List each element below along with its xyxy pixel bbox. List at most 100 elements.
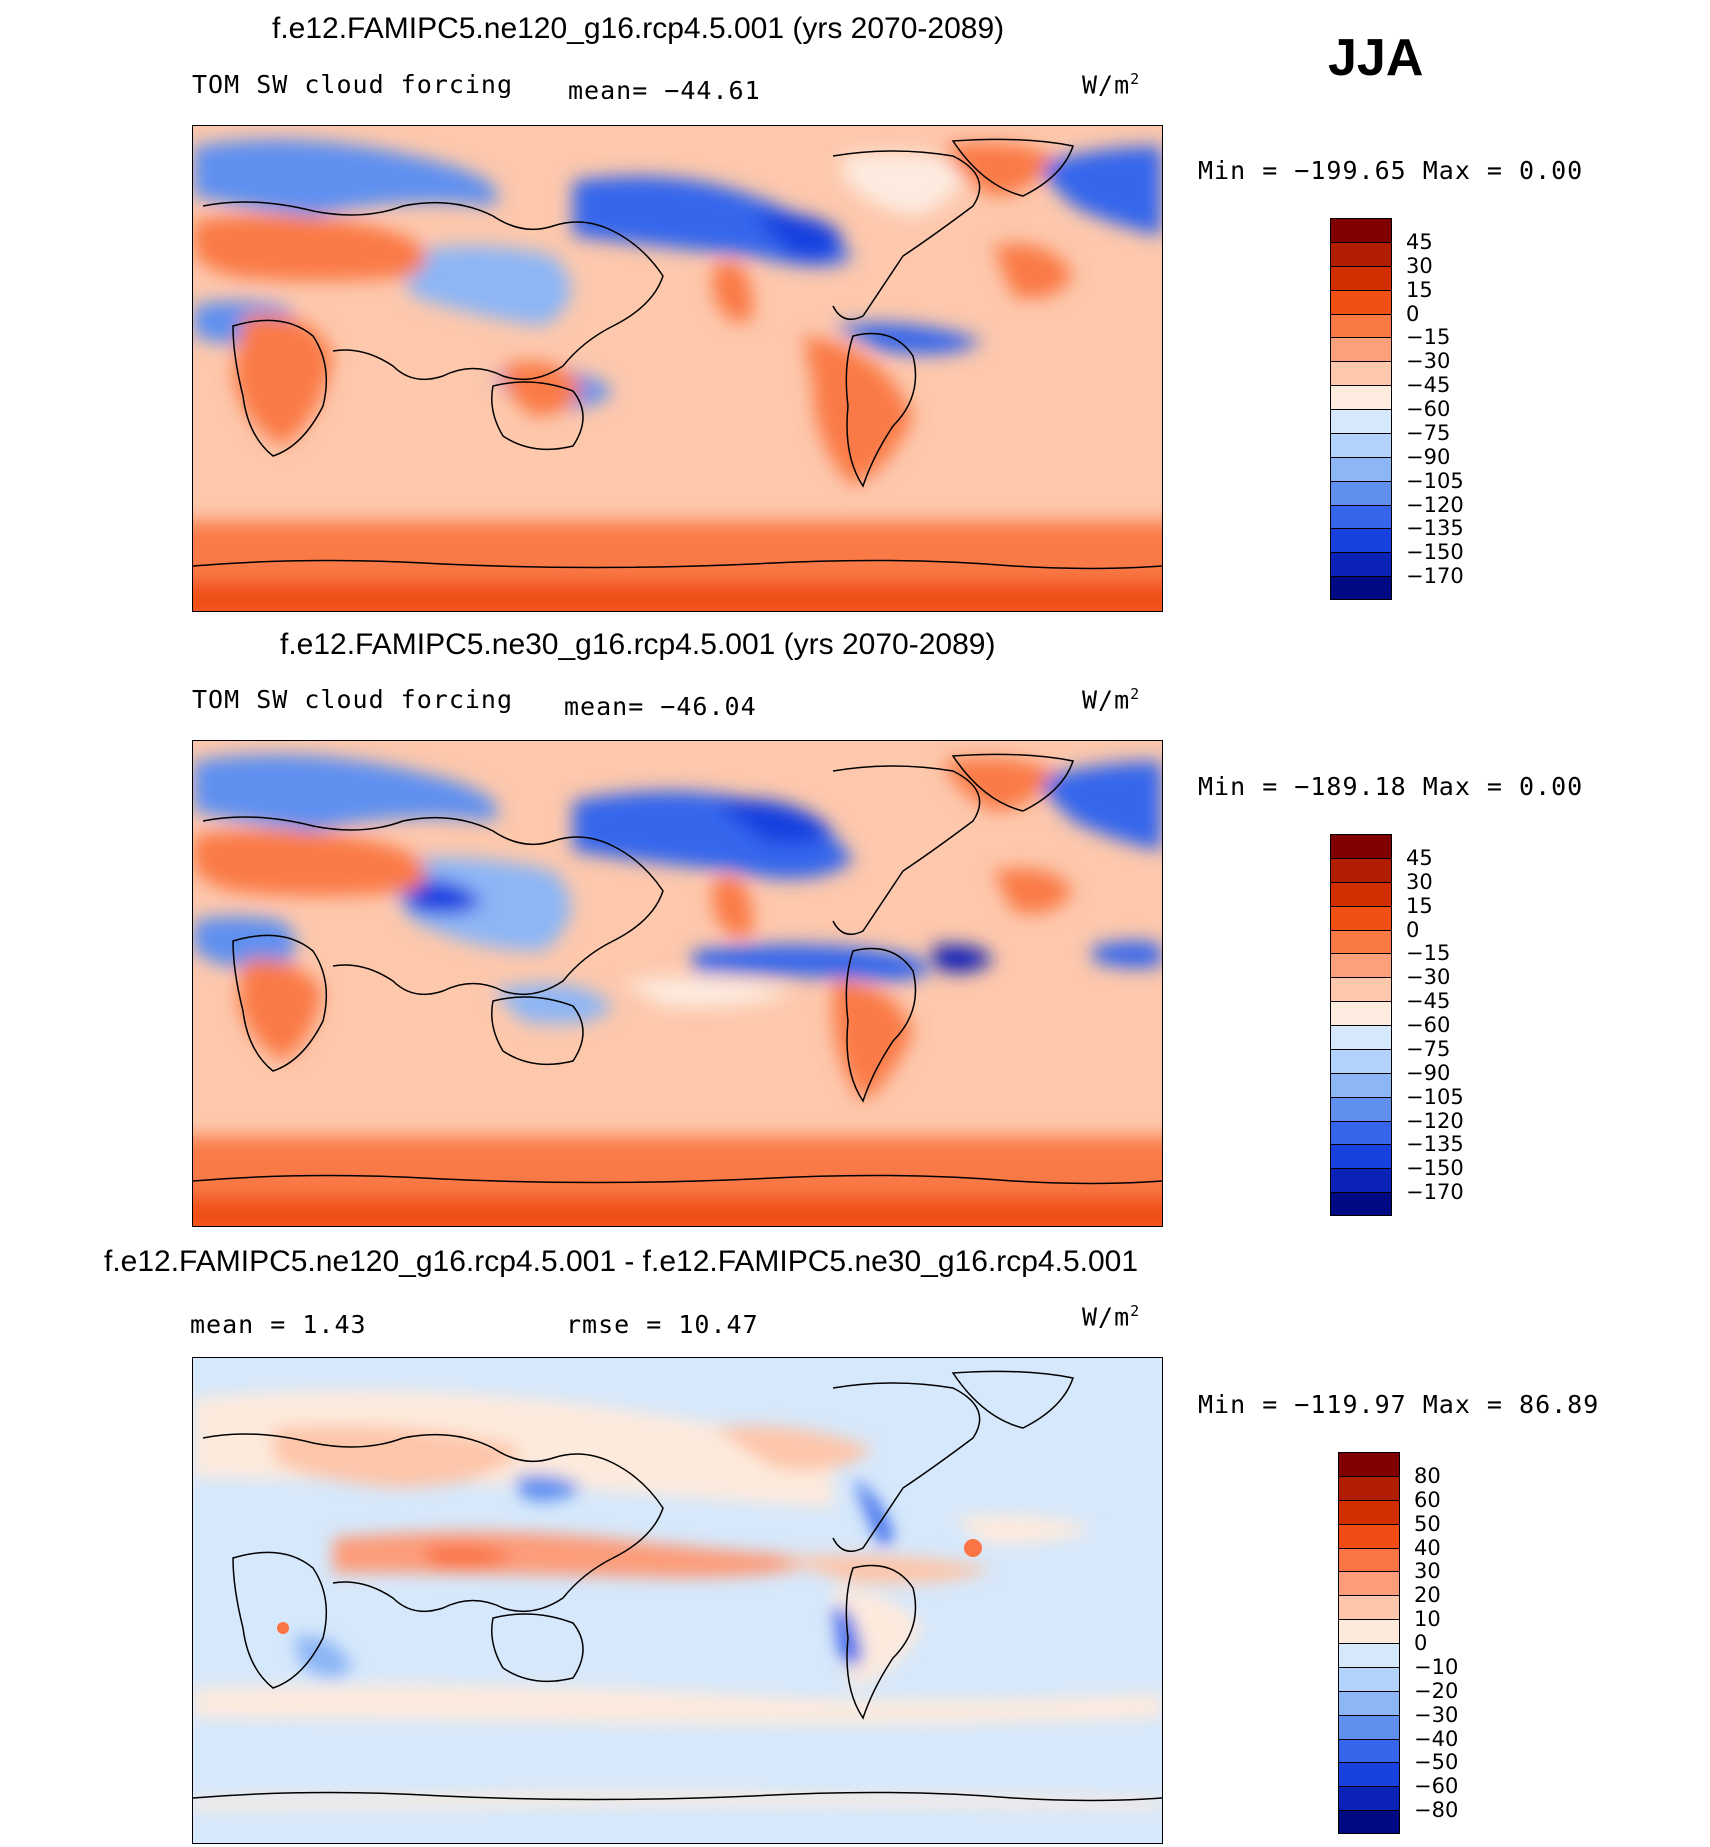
colorbar-tick-label: 15: [1406, 277, 1433, 302]
colorbar-tick-label: −15: [1406, 325, 1451, 350]
colorbar-tick-label: 20: [1414, 1583, 1441, 1608]
colorbar-cell: [1330, 528, 1392, 553]
units-label: W/m2: [1082, 685, 1140, 714]
mean-label: mean= −44.61: [568, 76, 761, 105]
colorbar-cell: [1338, 1571, 1400, 1596]
min-max-label: Min = −189.18 Max = 0.00: [1198, 772, 1584, 801]
colorbar-cell: [1330, 834, 1392, 858]
colorbar-cell: [1338, 1690, 1400, 1715]
units-label: W/m2: [1082, 70, 1140, 99]
units-text: W/m: [1082, 1302, 1131, 1332]
map-ne30-field: [193, 741, 1162, 1226]
colorbar-tick-label: −45: [1406, 373, 1451, 398]
colorbar-cell: [1338, 1810, 1400, 1834]
colorbar-tick-label: 45: [1406, 229, 1433, 254]
colorbar-tick-label: −15: [1406, 941, 1451, 966]
colorbar-cell: [1338, 1523, 1400, 1548]
colorbar-cell: [1330, 1072, 1392, 1097]
colorbar-tick-label: −20: [1414, 1678, 1459, 1703]
units-text: W/m: [1082, 70, 1131, 100]
panel-title: f.e12.FAMIPC5.ne120_g16.rcp4.5.001 (yrs …: [272, 12, 1005, 45]
colorbar-cell: [1330, 1144, 1392, 1169]
colorbar-tick-label: −105: [1406, 468, 1464, 493]
colorbar-tick-label: 60: [1414, 1487, 1441, 1512]
colorbar-cell: [1330, 289, 1392, 314]
colorbar-tick-label: −60: [1406, 1013, 1451, 1037]
colorbar-tick-label: 15: [1406, 893, 1433, 918]
hotspot: [277, 1622, 289, 1634]
colorbar-difference: 80 60 50 40 30 20 10 0 −10 −20 −30 −40 −50 −60 −80: [1338, 1452, 1458, 1834]
variable-label: TOM SW cloud forcing: [192, 70, 514, 99]
colorbar-cell: [1338, 1666, 1400, 1691]
colorbar-tick-label: −150: [1406, 540, 1464, 565]
colorbar-cell: [1330, 977, 1392, 1002]
colorbar-tick-label: −170: [1406, 564, 1464, 589]
panel-title: f.e12.FAMIPC5.ne30_g16.rcp4.5.001 (yrs 2…: [280, 628, 996, 661]
colorbar-cell: [1330, 857, 1392, 882]
colorbar-ne120: 45 30 15 0 −15 −30 −45 −60 −75 −90 −105 −120 −135 −15…: [1330, 218, 1464, 600]
colorbar-tick-label: −75: [1406, 1036, 1451, 1061]
colorbar-cell: [1338, 1452, 1400, 1476]
colorbar-cell: [1330, 1025, 1392, 1049]
colorbar-frame: [1330, 834, 1392, 1216]
colorbar-cell: [1330, 241, 1392, 266]
colorbar-tick-label: −10: [1414, 1654, 1459, 1679]
colorbar-cell: [1330, 409, 1392, 433]
colorbar-cell: [1338, 1475, 1400, 1500]
colorbar-tick-label: −120: [1406, 492, 1464, 517]
units-superscript: 2: [1130, 70, 1141, 88]
colorbar-cell: [1338, 1738, 1400, 1763]
map-panel-difference: [192, 1357, 1163, 1844]
colorbar-cell: [1330, 385, 1392, 409]
colorbar-tick-label: −120: [1406, 1108, 1464, 1133]
colorbar-cell: [1330, 929, 1392, 954]
min-max-label: Min = −119.97 Max = 86.89: [1198, 1390, 1600, 1419]
colorbar-cell: [1338, 1499, 1400, 1524]
colorbar-tick-label: −75: [1406, 420, 1451, 445]
colorbar-tick-label: −60: [1414, 1774, 1459, 1799]
colorbar-cell: [1330, 1192, 1392, 1216]
colorbar-cell: [1330, 1001, 1392, 1025]
colorbar-tick-label: 0: [1406, 301, 1420, 326]
colorbar-tick-label: 80: [1414, 1463, 1441, 1488]
colorbar-tick-label: −170: [1406, 1180, 1464, 1205]
max-hotspot: [964, 1539, 982, 1557]
units-superscript: 2: [1130, 685, 1141, 703]
colorbar-tick-label: 40: [1414, 1535, 1441, 1560]
colorbar-tick-label: −30: [1406, 965, 1451, 990]
colorbar-tick-label: −135: [1406, 516, 1464, 541]
colorbar-tick-label: −60: [1406, 397, 1451, 421]
map-panel-ne30: [192, 740, 1163, 1227]
colorbar-tick-label: 50: [1414, 1511, 1441, 1536]
colorbar-tick-label: −135: [1406, 1132, 1464, 1157]
colorbar-tick-label: −80: [1414, 1798, 1459, 1823]
colorbar-cell: [1330, 218, 1392, 242]
season-label: JJA: [1328, 29, 1424, 87]
colorbar-tick-label: 0: [1414, 1631, 1428, 1655]
colorbar-cell: [1338, 1595, 1400, 1620]
colorbar-cell: [1330, 1120, 1392, 1145]
colorbar-tick-label: 10: [1414, 1607, 1441, 1632]
map-ne120-field: [193, 126, 1162, 611]
map-difference-field: [193, 1358, 1162, 1843]
mean-label: mean= −46.04: [564, 692, 757, 721]
colorbar-cell: [1330, 1096, 1392, 1121]
colorbar-tick-label: 45: [1406, 845, 1433, 870]
colorbar-cell: [1338, 1714, 1400, 1739]
panel-title: f.e12.FAMIPC5.ne120_g16.rcp4.5.001 - f.e…: [104, 1245, 1139, 1278]
colorbar-ne30: 45 30 15 0 −15 −30 −45 −60 −75 −90 −105 −120 −135 −15…: [1330, 834, 1464, 1216]
colorbar-cell: [1330, 456, 1392, 481]
units-superscript: 2: [1130, 1302, 1141, 1320]
min-max-label: Min = −199.65 Max = 0.00: [1198, 156, 1584, 185]
colorbar-tick-label: −30: [1406, 349, 1451, 374]
colorbar-tick-label: −40: [1414, 1726, 1459, 1751]
colorbar-cell: [1330, 432, 1392, 457]
colorbar-cell: [1330, 881, 1392, 906]
colorbar-tick-label: −150: [1406, 1156, 1464, 1181]
colorbar-cell: [1330, 905, 1392, 930]
colorbar-cell: [1330, 953, 1392, 978]
colorbar-tick-label: −90: [1406, 444, 1451, 469]
colorbar-frame: [1338, 1452, 1400, 1834]
colorbar-tick-label: −30: [1414, 1702, 1459, 1727]
colorbar-cell: [1330, 313, 1392, 338]
